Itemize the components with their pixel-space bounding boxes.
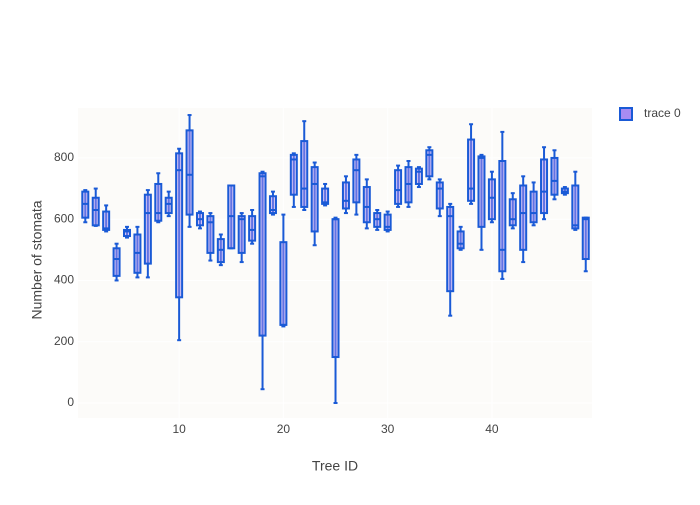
box: [394, 169, 403, 205]
box: [414, 167, 423, 185]
box: [248, 215, 257, 242]
box: [279, 241, 288, 326]
y-tick-label: 400: [54, 273, 74, 287]
x-tick-label: 10: [172, 422, 186, 436]
box: [498, 159, 507, 273]
box: [540, 158, 549, 215]
box: [529, 190, 538, 224]
box: [206, 215, 215, 254]
y-tick-label: 200: [54, 334, 74, 348]
y-tick-label: 0: [67, 395, 74, 409]
x-axis-title: Tree ID: [312, 458, 358, 474]
x-tick-label: 40: [485, 422, 499, 436]
box: [268, 195, 277, 215]
box: [258, 172, 267, 337]
box: [112, 247, 121, 277]
box: [143, 193, 152, 265]
box: [185, 129, 194, 216]
box: [237, 215, 246, 254]
box: [331, 218, 340, 359]
box: [91, 196, 100, 227]
box: [571, 184, 580, 230]
box: [102, 210, 111, 231]
box: [310, 166, 319, 233]
x-tick-label: 30: [381, 422, 395, 436]
box: [581, 216, 590, 261]
box: [477, 155, 486, 228]
box: [300, 140, 309, 208]
y-axis-title: Number of stomata: [29, 200, 45, 319]
box: [456, 230, 465, 250]
box: [519, 184, 528, 251]
box: [154, 182, 163, 222]
box: [467, 138, 476, 202]
box: [164, 196, 173, 215]
y-tick-label: 600: [54, 211, 74, 225]
y-tick-label: 800: [54, 150, 74, 164]
box: [341, 181, 350, 210]
box: [446, 205, 455, 293]
x-tick-label: 20: [277, 422, 291, 436]
box: [550, 156, 559, 196]
legend-label: trace 0: [644, 106, 681, 120]
box: [321, 187, 330, 205]
box: [362, 186, 371, 224]
box: [352, 158, 361, 204]
box: [508, 198, 517, 227]
box: [289, 153, 298, 196]
box: [123, 228, 132, 238]
legend-swatch: [619, 107, 633, 121]
box: [425, 149, 434, 178]
box: [487, 178, 496, 221]
box: [175, 152, 184, 299]
box: [383, 213, 392, 231]
box: [435, 181, 444, 210]
